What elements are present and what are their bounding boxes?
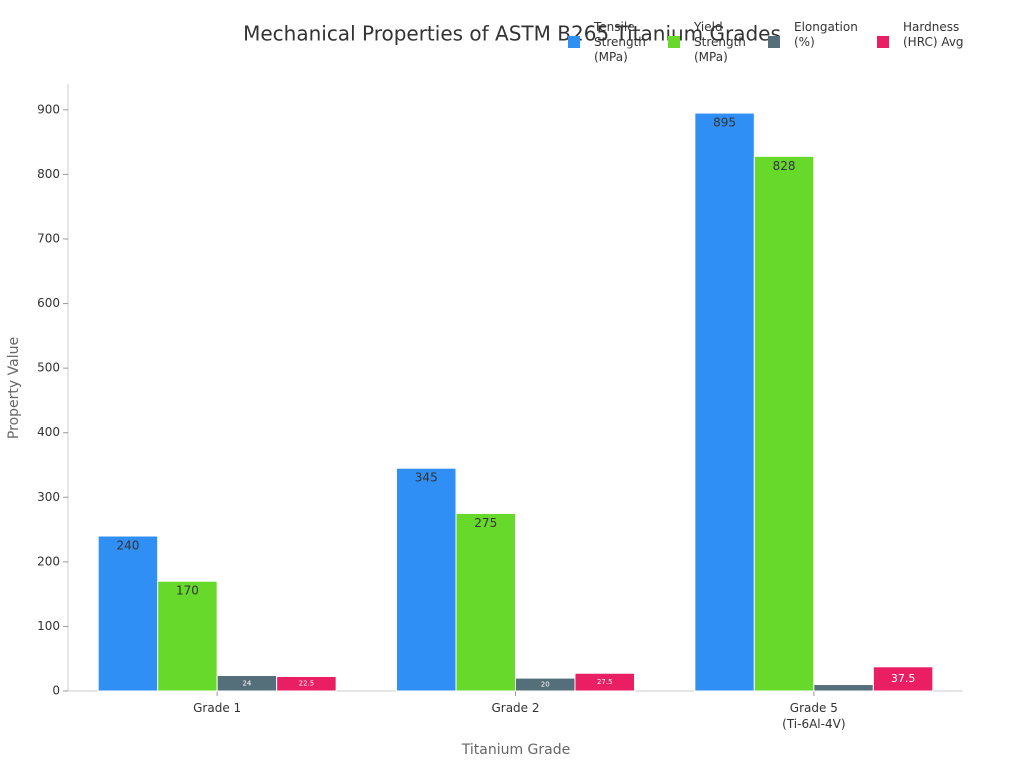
y-tick-label: 900 — [37, 102, 60, 116]
chart-title: Mechanical Properties of ASTM B265 Titan… — [243, 22, 781, 46]
value-label: 37.5 — [891, 672, 916, 685]
legend-swatch — [768, 36, 780, 48]
y-axis-title: Property Value — [6, 337, 22, 439]
legend-label: Hardness (HRC) Avg — [903, 20, 964, 49]
legend-label: Elongation (%) — [794, 20, 858, 49]
x-tick-label: Grade 5 (Ti-6Al-4V) — [782, 701, 846, 731]
x-tick-label: Grade 1 — [193, 701, 242, 715]
bar — [813, 684, 874, 692]
bar — [97, 535, 159, 692]
value-label: 27.5 — [597, 678, 613, 686]
y-tick-label: 600 — [37, 296, 60, 310]
legend-label: Tensile Strength (MPa) — [594, 20, 646, 64]
value-label: 24 — [242, 679, 251, 687]
legend: Tensile Strength (MPa) Yield Strength (MP… — [568, 20, 977, 65]
bar — [276, 675, 337, 692]
y-tick-label: 0 — [52, 684, 60, 698]
y-tick-label: 800 — [37, 167, 60, 181]
bar — [455, 512, 516, 692]
y-tick-label: 500 — [37, 361, 60, 375]
y-tick-label: 700 — [37, 231, 60, 245]
value-label: 828 — [773, 159, 796, 173]
legend-item: Tensile Strength (MPa) — [568, 20, 668, 65]
bar — [157, 580, 218, 692]
y-tick-label: 100 — [37, 619, 60, 633]
legend-item: Yield Strength (MPa) — [668, 20, 768, 65]
legend-swatch — [568, 36, 580, 48]
y-tick-label: 200 — [37, 554, 60, 568]
legend-swatch — [668, 36, 680, 48]
value-label: 20 — [541, 681, 550, 689]
bar — [396, 467, 457, 692]
value-label: 240 — [116, 539, 139, 553]
legend-label: Yield Strength (MPa) — [694, 20, 746, 64]
bar — [574, 672, 635, 692]
y-tick-label: 400 — [37, 425, 60, 439]
value-label: 22.5 — [299, 680, 315, 688]
legend-item: Hardness (HRC) Avg — [877, 20, 977, 65]
bar — [694, 112, 755, 692]
bar — [753, 155, 815, 692]
value-label: 895 — [713, 116, 736, 130]
y-tick-label: 300 — [37, 490, 60, 504]
x-tick-label: Grade 2 — [491, 701, 540, 715]
legend-swatch — [877, 36, 889, 48]
value-label: 170 — [176, 584, 199, 598]
value-label: 345 — [415, 471, 438, 485]
x-axis-title: Titanium Grade — [461, 742, 571, 758]
bar — [872, 666, 934, 692]
legend-item: Elongation (%) — [768, 20, 877, 65]
value-label: 275 — [474, 516, 497, 530]
